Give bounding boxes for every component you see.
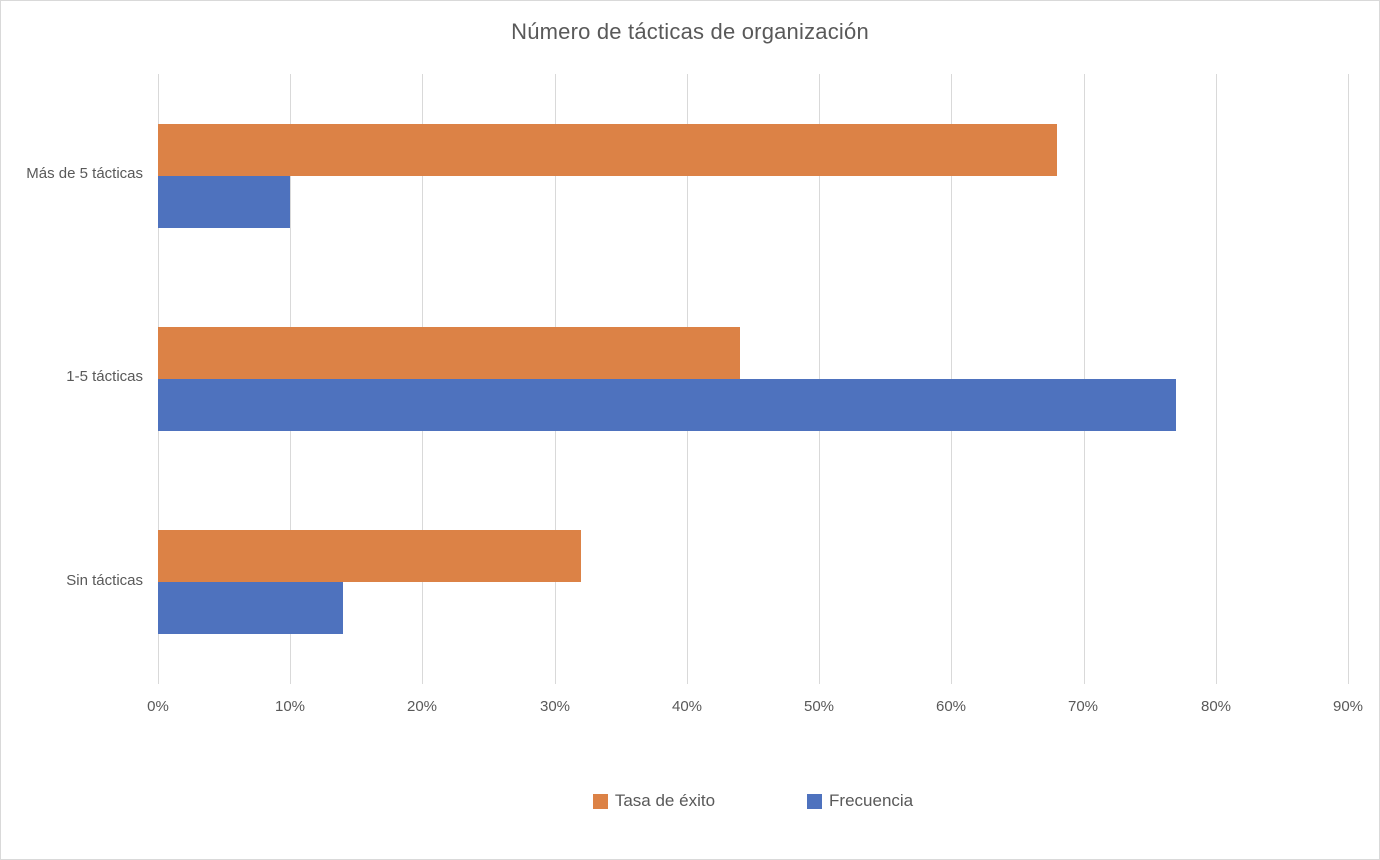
- category-label: Más de 5 tácticas: [26, 165, 143, 182]
- gridline: [1348, 74, 1349, 684]
- bar-Sin tácticas-Frecuencia: [158, 582, 343, 634]
- plot-area: [158, 74, 1349, 684]
- axis-tick-label: 90%: [1332, 698, 1364, 715]
- axis-tick-label: 50%: [803, 698, 835, 715]
- axis-tick-label: 20%: [406, 698, 438, 715]
- chart-legend: Tasa de éxito Frecuencia: [158, 791, 1348, 811]
- axis-tick-label: 30%: [539, 698, 571, 715]
- legend-label: Tasa de éxito: [614, 791, 716, 810]
- category-label: 1-5 tácticas: [66, 368, 143, 385]
- legend-label: Frecuencia: [829, 791, 914, 810]
- bar-1-5 tácticas-Frecuencia: [158, 379, 1176, 431]
- legend-swatch-icon: [807, 793, 823, 809]
- legend-item-tasa-de-exito: Tasa de éxito: [592, 791, 716, 811]
- legend-swatch-icon: [592, 793, 608, 809]
- category-label: Sin tácticas: [66, 572, 143, 589]
- bar-1-5 tácticas-Tasa de éxito: [158, 327, 740, 379]
- axis-tick-label: 40%: [671, 698, 703, 715]
- axis-tick-label: 10%: [274, 698, 306, 715]
- bar-Más de 5 tácticas-Tasa de éxito: [158, 124, 1057, 176]
- chart-title: Número de tácticas de organización: [511, 19, 869, 44]
- bar-Sin tácticas-Tasa de éxito: [158, 530, 581, 582]
- axis-tick-label: 0%: [147, 698, 169, 715]
- gridline: [1216, 74, 1217, 684]
- axis-tick-label: 80%: [1200, 698, 1232, 715]
- bar-Más de 5 tácticas-Frecuencia: [158, 176, 290, 228]
- axis-tick-label: 60%: [935, 698, 967, 715]
- axis-tick-label: 70%: [1067, 698, 1099, 715]
- legend-item-frecuencia: Frecuencia: [807, 791, 913, 811]
